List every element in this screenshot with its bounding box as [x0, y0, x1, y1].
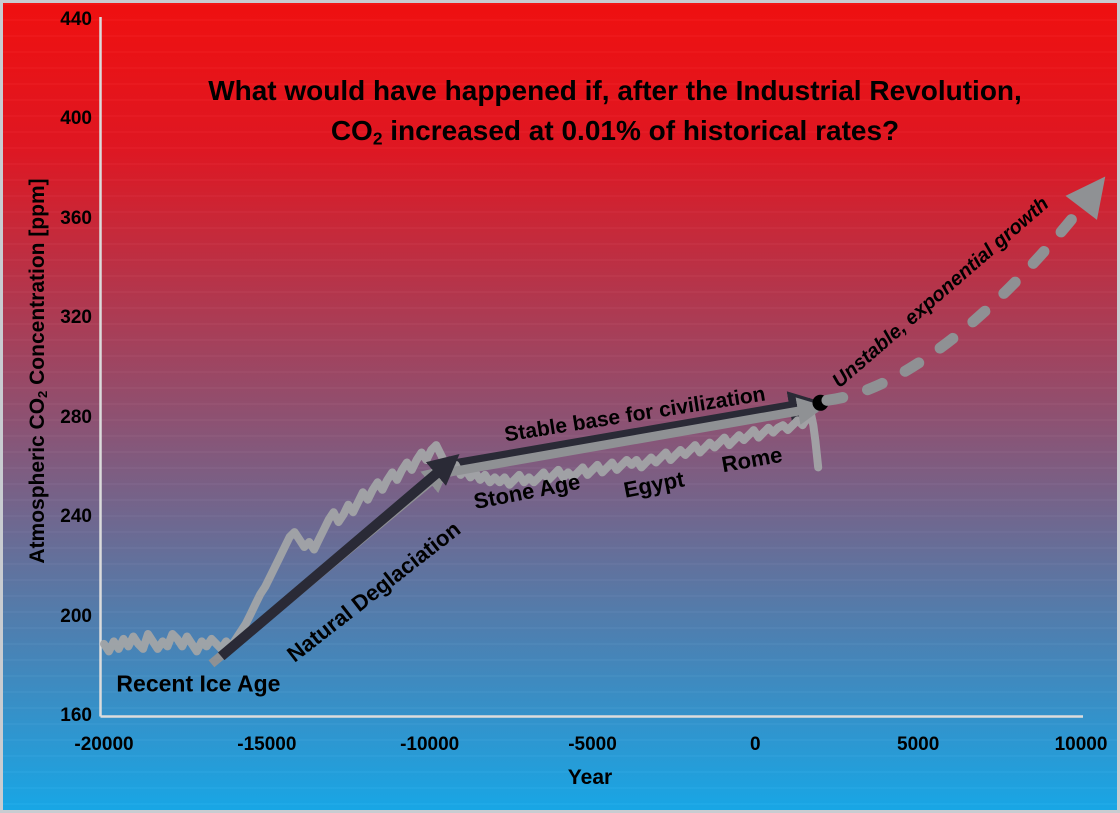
chart-title: What would have happened if, after the I… [208, 71, 1022, 152]
annotation-recent-ice-age: Recent Ice Age [116, 670, 281, 697]
y-tick-label: 400 [60, 108, 92, 130]
x-tick-label: -15000 [237, 734, 297, 755]
x-tick-label: 10000 [1054, 734, 1108, 755]
chart-title-line1: What would have happened if, after the I… [208, 75, 1022, 106]
y-tick-label: 280 [60, 406, 92, 428]
projection-dashed-arrow [821, 176, 1106, 406]
y-tick-label: 200 [60, 605, 92, 627]
x-tick-label: 0 [750, 734, 761, 755]
y-tick-label: 240 [60, 506, 92, 528]
stable-base-arrow-gray [446, 397, 826, 477]
stable-base-arrow-dark [449, 391, 820, 470]
plot-area [99, 17, 1106, 718]
co2-subscript: 2 [372, 128, 383, 149]
x-tick-label: -10000 [400, 734, 460, 755]
x-tick-label: 5000 [897, 734, 940, 755]
y-tick-label: 360 [60, 207, 92, 229]
x-tick-label: -20000 [74, 734, 134, 755]
co2-series-line [100, 408, 823, 656]
y-tick-label: 440 [60, 9, 92, 30]
y-tick-label: 320 [60, 307, 92, 329]
deglaciation-arrow-dark [218, 453, 460, 661]
y-tick-label: 160 [60, 705, 92, 726]
x-tick-label: -5000 [568, 734, 617, 755]
chart-title-line2: CO2 increased at 0.01% of historical rat… [330, 115, 900, 149]
x-axis-title: Year [567, 766, 613, 789]
co2-subscript: 2 [35, 390, 51, 398]
